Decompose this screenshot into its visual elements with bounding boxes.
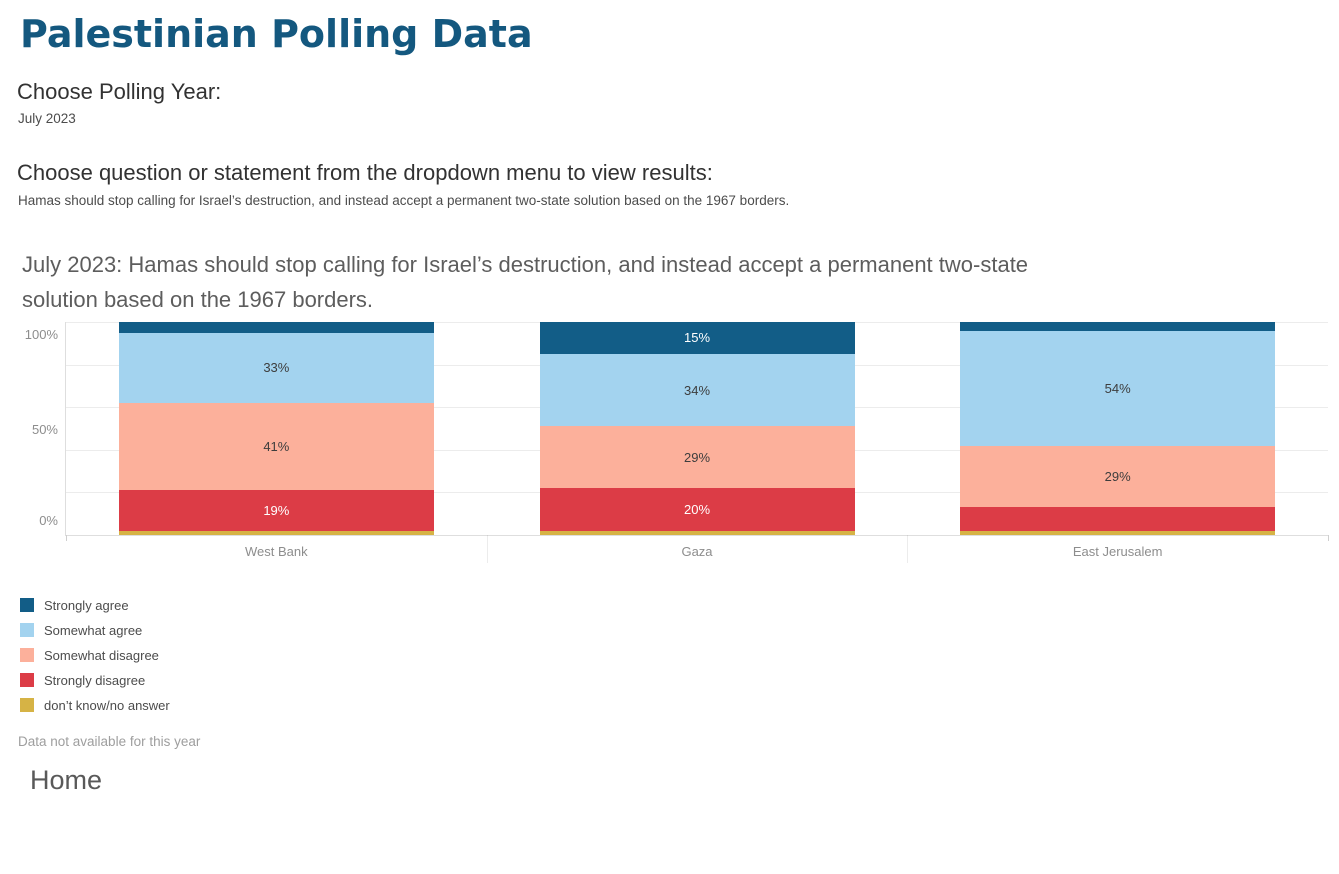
legend-label: Somewhat disagree (44, 647, 159, 663)
segment-value-label: 33% (263, 360, 290, 376)
legend-swatch (20, 673, 34, 687)
question-label: Choose question or statement from the dr… (17, 160, 713, 185)
segment-gaza-strongly-agree[interactable]: 15% (539, 322, 855, 354)
home-button[interactable]: Home (30, 765, 103, 795)
legend-label: Strongly disagree (44, 672, 146, 688)
legend-label: Somewhat agree (44, 622, 143, 638)
chart-legend: Strongly agree Somewhat agree Somewhat dis… (20, 598, 170, 723)
legend-swatch (20, 598, 34, 612)
axis-tick (1328, 535, 1329, 541)
legend-item-strongly-disagree[interactable]: Strongly disagree (20, 672, 170, 688)
segment-value-label: 19% (263, 502, 290, 518)
segment-gaza-somewhat-agree[interactable]: 34% (539, 353, 855, 427)
y-axis-tick-label: 50% (31, 421, 58, 437)
chart-title-line2: solution based on the 1967 borders. (22, 287, 374, 312)
y-axis-tick-label: 0% (39, 513, 58, 528)
segment-value-label: 41% (263, 439, 290, 455)
segment-west-bank-somewhat-agree[interactable]: 33% (118, 332, 434, 403)
legend-swatch (20, 698, 34, 712)
page-title: Palestinian Polling Data (20, 12, 533, 56)
legend-label: don’t know/no answer (44, 697, 170, 713)
legend-item-don-t-know-no-answer[interactable]: don’t know/no answer (20, 697, 170, 713)
segment-value-label: 54% (1104, 380, 1131, 396)
segment-gaza-somewhat-disagree[interactable]: 29% (539, 426, 855, 489)
y-axis-tick-label: 100% (24, 327, 58, 342)
segment-value-label: 15% (683, 330, 711, 346)
segment-east-jerusalem-strongly-agree[interactable] (960, 322, 1276, 331)
polling-year-label: Choose Polling Year: (17, 79, 222, 104)
x-axis-label-gaza: Gaza (681, 544, 713, 559)
segment-east-jerusalem-somewhat-disagree[interactable]: 29% (960, 445, 1276, 508)
segment-west-bank-strongly-disagree[interactable]: 19% (118, 490, 434, 531)
segment-value-label: 29% (683, 449, 711, 465)
legend-item-somewhat-disagree[interactable]: Somewhat disagree (20, 647, 170, 663)
segment-east-jerusalem-strongly-disagree[interactable] (960, 507, 1276, 531)
column-divider (907, 536, 908, 563)
segment-value-label: 20% (683, 501, 711, 517)
chart-title: July 2023: Hamas should stop calling for… (22, 247, 1302, 317)
axis-tick (66, 535, 67, 541)
bar-east-jerusalem: 54% 29% (960, 322, 1276, 535)
legend-item-somewhat-agree[interactable]: Somewhat agree (20, 622, 170, 638)
legend-swatch (20, 623, 34, 637)
segment-gaza-don-t-know-no-answer[interactable] (539, 530, 855, 535)
legend-item-strongly-agree[interactable]: Strongly agree (20, 597, 170, 613)
segment-value-label: 34% (683, 382, 711, 398)
segment-west-bank-don-t-know-no-answer[interactable] (118, 530, 434, 535)
x-axis-label-east-jerusalem: East Jerusalem (1072, 544, 1163, 559)
segment-east-jerusalem-somewhat-agree[interactable]: 54% (960, 330, 1276, 446)
data-availability-note: Data not available for this year (18, 734, 201, 749)
polling-year-dropdown[interactable]: July 2023 (18, 111, 76, 126)
question-dropdown[interactable]: Hamas should stop calling for Israel’s d… (18, 193, 790, 208)
segment-west-bank-somewhat-disagree[interactable]: 41% (118, 402, 434, 491)
legend-swatch (20, 648, 34, 662)
stacked-bar-chart: 0% 50% 100% 33% 41% 19% West Bank 15% 34% 29% 20% G… (25, 322, 1329, 563)
chart-title-line1: July 2023: Hamas should stop calling for… (22, 252, 1029, 277)
legend-label: Strongly agree (44, 597, 129, 613)
segment-value-label: 29% (1104, 468, 1131, 484)
column-divider (487, 536, 488, 563)
segment-east-jerusalem-don-t-know-no-answer[interactable] (960, 530, 1276, 535)
segment-gaza-strongly-disagree[interactable]: 20% (539, 488, 855, 531)
segment-west-bank-strongly-agree[interactable] (118, 322, 434, 333)
x-axis-label-west-bank: West Bank (245, 544, 308, 559)
bar-west-bank: 33% 41% 19% (118, 322, 434, 535)
bar-gaza: 15% 34% 29% 20% (539, 322, 855, 535)
